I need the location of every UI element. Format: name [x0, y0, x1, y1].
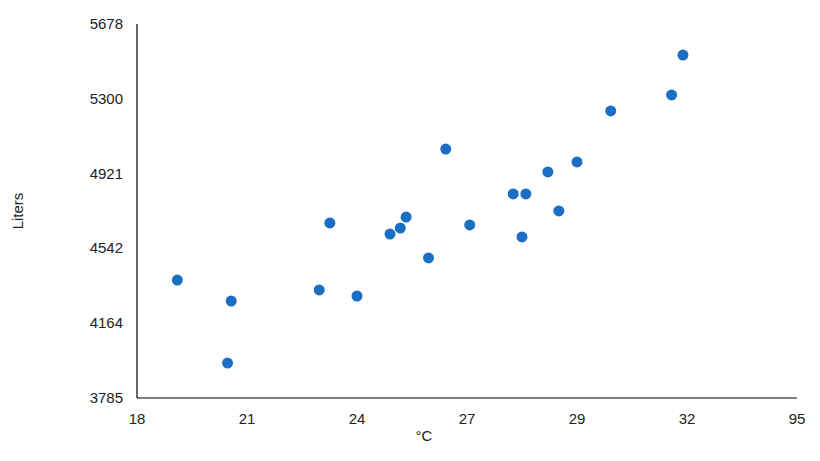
x-tick-label: 21 — [239, 410, 256, 427]
y-tick-label: 3785 — [90, 389, 123, 406]
point — [517, 231, 528, 242]
point — [423, 252, 434, 263]
y-axis-label: Liters — [9, 193, 26, 230]
point — [314, 284, 325, 295]
y-tick-label: 5678 — [90, 15, 123, 32]
x-axis-label: °C — [416, 427, 433, 444]
point — [324, 217, 335, 228]
x-tick-label: 95 — [789, 410, 806, 427]
point — [226, 295, 237, 306]
point — [172, 275, 183, 286]
point — [222, 358, 233, 369]
points — [172, 50, 689, 369]
x-tick-label: 29 — [569, 410, 586, 427]
point — [395, 223, 406, 234]
point — [542, 166, 553, 177]
x-tick-label: 32 — [679, 410, 696, 427]
point — [520, 188, 531, 199]
point — [385, 229, 396, 240]
x-tick-label: 27 — [459, 410, 476, 427]
point — [352, 291, 363, 302]
y-tick-label: 4542 — [90, 239, 123, 256]
x-tick-label: 24 — [349, 410, 366, 427]
x-axis-line — [137, 397, 797, 398]
y-tick-label: 4921 — [90, 165, 123, 182]
point — [508, 188, 519, 199]
y-tick-label: 4164 — [90, 314, 123, 331]
y-axis-line — [136, 24, 137, 398]
point — [572, 156, 583, 167]
x-tick-label: 18 — [129, 410, 146, 427]
y-tick-label: 5300 — [90, 90, 123, 107]
point — [605, 105, 616, 116]
point — [401, 212, 412, 223]
chart: 3785 4164 4542 4921 5300 5678 18 21 24 27 29 32 95 °C… — [0, 0, 820, 461]
point — [440, 144, 451, 155]
point — [666, 89, 677, 100]
point — [677, 50, 688, 61]
point — [464, 219, 475, 230]
point — [553, 205, 564, 216]
